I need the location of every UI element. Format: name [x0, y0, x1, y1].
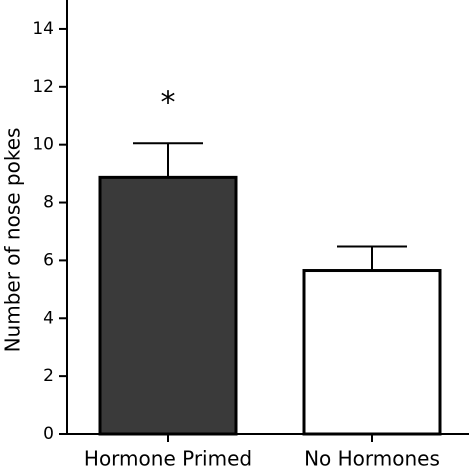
y-tick-label: 10 — [32, 135, 54, 155]
y-tick-label: 6 — [43, 250, 54, 270]
x-tick-label: Hormone Primed — [84, 447, 252, 467]
y-tick-label: 2 — [43, 366, 54, 386]
x-tick-label: No Hormones — [304, 447, 440, 467]
y-tick-label: 14 — [32, 19, 54, 39]
y-tick-label: 4 — [43, 308, 54, 328]
annotation: * — [161, 86, 176, 121]
y-tick-label: 0 — [43, 424, 54, 444]
y-tick-label: 8 — [43, 193, 54, 213]
bar — [98, 175, 238, 436]
y-axis-label: Number of nose pokes — [1, 128, 25, 353]
bar — [302, 269, 442, 436]
y-tick-label: 12 — [32, 77, 54, 97]
